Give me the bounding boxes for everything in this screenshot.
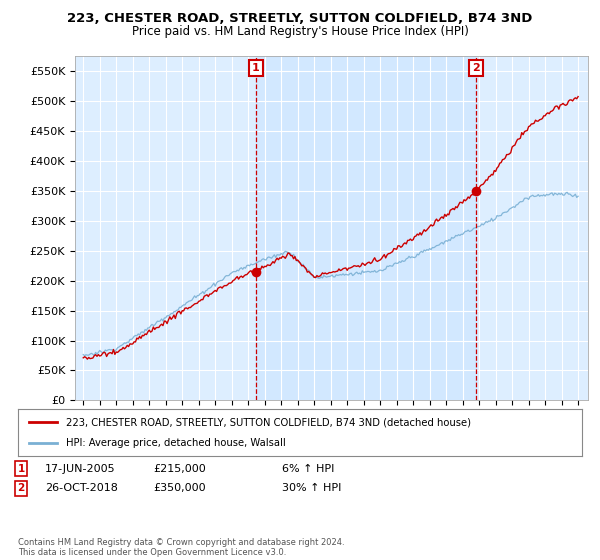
Text: 26-OCT-2018: 26-OCT-2018	[45, 483, 118, 493]
Text: £350,000: £350,000	[153, 483, 206, 493]
Text: 1: 1	[252, 63, 260, 73]
Text: HPI: Average price, detached house, Walsall: HPI: Average price, detached house, Wals…	[66, 438, 286, 448]
Text: 223, CHESTER ROAD, STREETLY, SUTTON COLDFIELD, B74 3ND (detached house): 223, CHESTER ROAD, STREETLY, SUTTON COLD…	[66, 417, 471, 427]
Text: £215,000: £215,000	[153, 464, 206, 474]
Text: 223, CHESTER ROAD, STREETLY, SUTTON COLDFIELD, B74 3ND: 223, CHESTER ROAD, STREETLY, SUTTON COLD…	[67, 12, 533, 25]
Text: 17-JUN-2005: 17-JUN-2005	[45, 464, 116, 474]
Bar	[256, 56, 476, 400]
Text: 30% ↑ HPI: 30% ↑ HPI	[282, 483, 341, 493]
Text: 6% ↑ HPI: 6% ↑ HPI	[282, 464, 334, 474]
Text: 1: 1	[17, 464, 25, 474]
Text: Contains HM Land Registry data © Crown copyright and database right 2024.
This d: Contains HM Land Registry data © Crown c…	[18, 538, 344, 557]
Text: Price paid vs. HM Land Registry's House Price Index (HPI): Price paid vs. HM Land Registry's House …	[131, 25, 469, 38]
Text: 2: 2	[17, 483, 25, 493]
Text: 2: 2	[472, 63, 480, 73]
